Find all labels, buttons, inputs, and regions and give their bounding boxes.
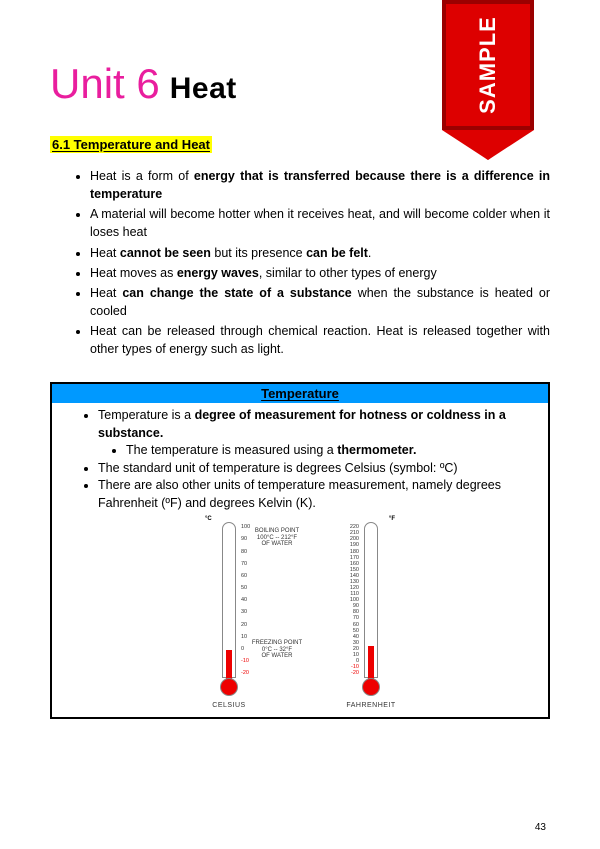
section-heading: 6.1 Temperature and Heat [50, 136, 212, 153]
thermometer-celsius: °C 1009080706050403020100-10-20 BOILING … [203, 518, 255, 709]
thermo-fill [226, 650, 232, 680]
ribbon-point [442, 130, 534, 160]
fahrenheit-unit: °F [389, 516, 395, 522]
list-item: Heat cannot be seen but its presence can… [90, 244, 550, 262]
list-item: Heat can change the state of a substance… [90, 284, 550, 320]
celsius-ticks: 1009080706050403020100-10-20 [241, 524, 261, 676]
unit-number: Unit 6 [50, 60, 160, 108]
list-item: Heat is a form of energy that is transfe… [90, 167, 550, 203]
celsius-unit: °C [205, 516, 212, 522]
temperature-box: Temperature Temperature is a degree of m… [50, 382, 550, 719]
ribbon-text: SAMPLE [475, 16, 501, 114]
celsius-label: CELSIUS [212, 702, 245, 709]
heat-facts-list: Heat is a form of energy that is transfe… [50, 167, 550, 358]
fahrenheit-label: FAHRENHEIT [346, 702, 395, 709]
thermo-bulb [220, 678, 238, 696]
box-item: The temperature is measured using a ther… [126, 442, 522, 460]
ribbon-body: SAMPLE [442, 0, 534, 130]
sample-ribbon: SAMPLE [442, 0, 534, 160]
fahrenheit-ticks: 2202102001901801701601501401301201101009… [339, 524, 359, 676]
thermometer-diagram: °C 1009080706050403020100-10-20 BOILING … [52, 518, 548, 709]
box-title: Temperature [52, 384, 548, 403]
list-item: Heat moves as energy waves, similar to o… [90, 264, 550, 282]
thermo-bulb [362, 678, 380, 696]
box-item: There are also other units of temperatur… [98, 477, 522, 512]
box-item: Temperature is a degree of measurement f… [98, 407, 522, 460]
box-item: The standard unit of temperature is degr… [98, 460, 522, 478]
list-item: A material will become hotter when it re… [90, 205, 550, 241]
unit-topic: Heat [170, 72, 237, 106]
list-item: Heat can be released through chemical re… [90, 322, 550, 358]
thermometer-fahrenheit: °F 2202102001901801701601501401301201101… [345, 518, 397, 709]
thermo-fill [368, 646, 374, 680]
box-list: Temperature is a degree of measurement f… [52, 407, 548, 512]
page-number: 43 [535, 822, 546, 833]
